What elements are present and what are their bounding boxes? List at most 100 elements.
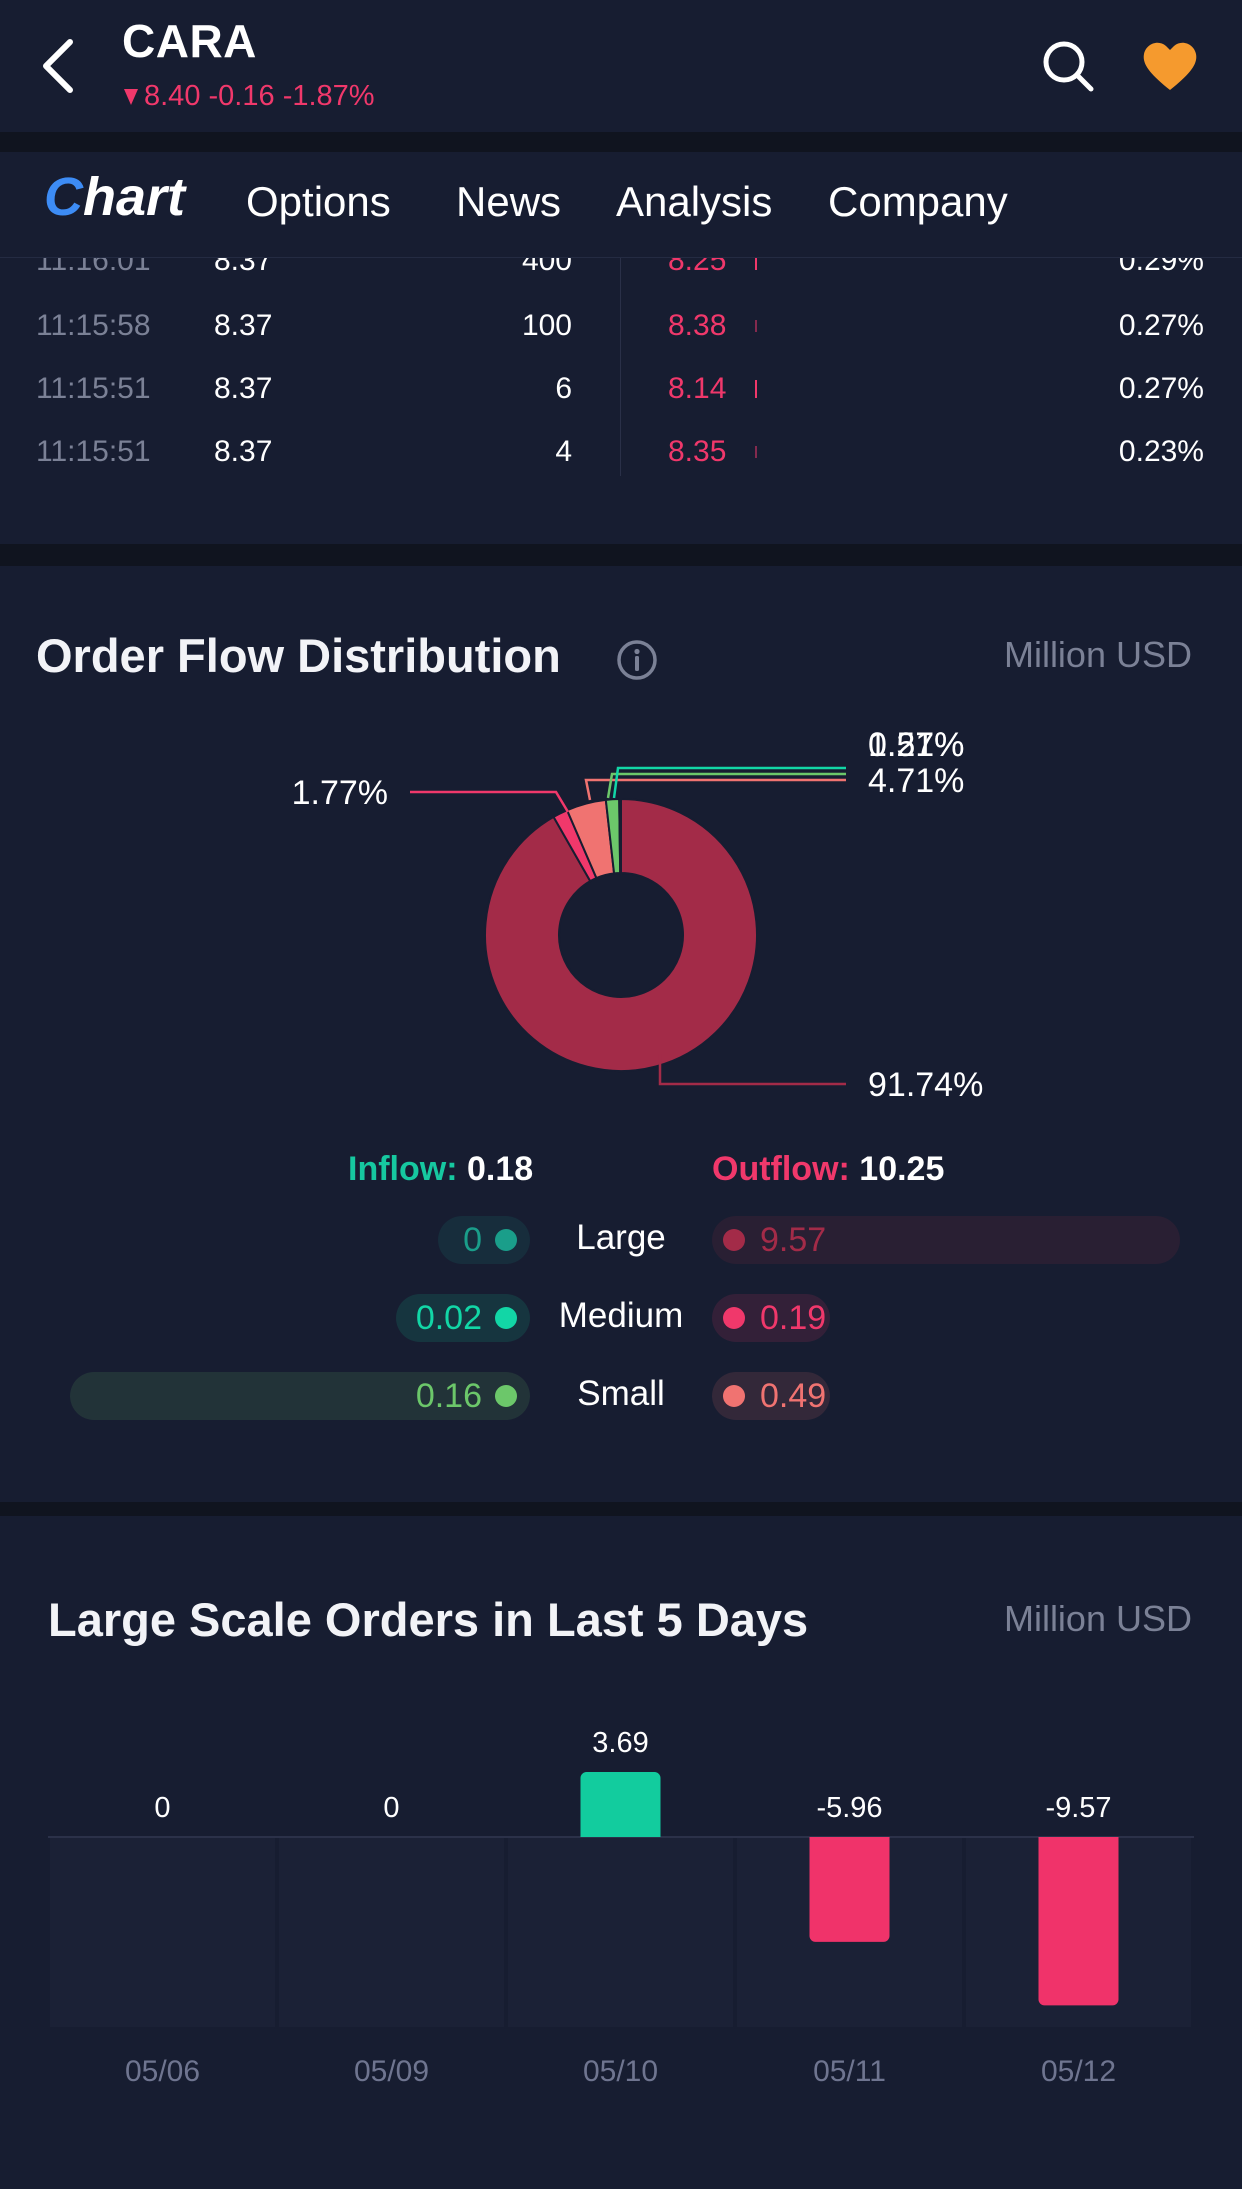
price-change: -0.16: [208, 80, 275, 112]
tab-options[interactable]: Options: [246, 178, 391, 225]
order-flow-donut-chart: 91.74% 1.77% 4.71%1.57%0.21%: [292, 726, 984, 1104]
ticker-symbol: CARA: [122, 15, 257, 67]
trade-level-price: 8.38: [668, 309, 727, 342]
info-icon[interactable]: [616, 639, 658, 681]
trade-volume: 6: [555, 372, 572, 405]
trade-level-pct: 0.27%: [1118, 372, 1204, 405]
flow-category-label: Small: [577, 1374, 665, 1413]
bar-value-label: 0: [154, 1792, 170, 1824]
trade-level-bar: [755, 380, 757, 398]
search-icon[interactable]: [1040, 38, 1096, 94]
trade-time: 11:15:51: [36, 372, 151, 405]
tab-analysis[interactable]: Analysis: [616, 178, 773, 225]
outflow-value-large: 9.57: [760, 1221, 827, 1259]
trade-level-pct: 0.29%: [1118, 258, 1204, 277]
trade-level-price: 8.14: [668, 372, 727, 405]
donut-slice-label: 1.77%: [292, 774, 388, 812]
trade-volume: 4: [555, 435, 572, 468]
bar-05-11: [809, 1837, 890, 1942]
bar-cap: [580, 1829, 661, 1837]
donut-leader-line: [612, 766, 846, 799]
trade-level-price: 8.35: [668, 435, 727, 468]
trade-price: 8.37: [214, 435, 273, 468]
trade-column-divider: [620, 258, 621, 476]
tab-company[interactable]: Company: [828, 178, 1008, 225]
bar-05-10: [580, 1772, 661, 1837]
inflow-value-medium: 0.02: [415, 1299, 482, 1337]
trade-time: 11:15:51: [36, 435, 151, 468]
trade-row: 11:15:51 8.37 4 8.35 0.23%: [0, 427, 1242, 477]
donut-slice: [618, 797, 622, 875]
chevron-left-icon[interactable]: [36, 36, 84, 96]
bar-value-label: 3.69: [592, 1727, 648, 1759]
outflow-summary: Outflow: 10.25: [712, 1150, 945, 1188]
bar-category-label: 05/11: [813, 2055, 886, 2088]
large-orders-section: Large Scale Orders in Last 5 Days Millio…: [0, 1516, 1242, 2189]
trade-level-bar: [755, 320, 757, 332]
flow-category-label: Medium: [558, 1296, 684, 1335]
outflow-bar-large: [712, 1216, 1180, 1264]
donut-leader-line: [584, 778, 846, 801]
inflow-dot: [495, 1307, 517, 1329]
flow-category-label: Large: [576, 1218, 666, 1257]
inflow-value-large: 0: [463, 1221, 482, 1259]
inflow-value-small: 0.16: [415, 1377, 482, 1415]
section-divider: [0, 544, 1242, 566]
trade-level-price: 8.25: [668, 258, 727, 277]
donut-slice: [484, 797, 758, 1072]
app-header: CARA 8.40 -0.16 -1.87%: [0, 0, 1242, 132]
trade-volume: 400: [521, 258, 572, 277]
price-change-pct: -1.87%: [282, 80, 375, 112]
order-flow-title: Order Flow Distribution: [36, 629, 561, 682]
large-orders-unit: Million USD: [1003, 1598, 1192, 1639]
trade-time: 11:16:01: [36, 258, 151, 277]
donut-slice-label: 91.74%: [868, 1066, 983, 1104]
bar-value-label: -5.96: [816, 1792, 882, 1824]
heart-icon[interactable]: [1142, 40, 1198, 92]
bar-category-label: 05/10: [583, 2055, 658, 2088]
bar-column-bg: [279, 1837, 504, 2027]
bar-column-bg: [508, 1837, 733, 2027]
bar-cap: [1038, 1837, 1119, 1845]
trade-price: 8.37: [214, 309, 273, 342]
donut-slice-label: 4.71%: [868, 762, 964, 800]
inflow-summary: Inflow: 0.18: [348, 1150, 534, 1188]
inflow-bar-small: [70, 1372, 530, 1420]
tab-chart[interactable]: Chart: [44, 167, 186, 227]
trade-level-bar: [755, 446, 757, 458]
trade-time: 11:15:58: [36, 309, 151, 342]
down-arrow-icon: [124, 88, 138, 105]
bar-category-label: 05/09: [354, 2055, 429, 2088]
trade-ticks-list[interactable]: 11:16:01 8.37 400 8.25 0.29% 11:15:58 8.…: [0, 258, 1242, 544]
price-quote: 8.40 -0.16 -1.87%: [124, 80, 375, 113]
donut-slice-label: 1.57%: [868, 726, 964, 764]
order-flow-section: Order Flow Distribution Million USD 91.7…: [0, 566, 1242, 1502]
large-orders-title: Large Scale Orders in Last 5 Days: [48, 1593, 809, 1646]
last-price: 8.40: [144, 80, 201, 112]
trade-row: 11:16:01 8.37 400 8.25 0.29%: [0, 258, 1242, 286]
trade-level-pct: 0.23%: [1118, 435, 1204, 468]
tab-bar: Chart Options News Analysis Company: [0, 152, 1242, 258]
tab-news[interactable]: News: [456, 178, 562, 225]
outflow-value-small: 0.49: [760, 1377, 827, 1415]
donut-slice-label: 0.21%: [868, 726, 964, 764]
bar-category-label: 05/06: [125, 2055, 200, 2088]
trade-volume: 100: [521, 309, 572, 342]
donut-leader-line: [606, 772, 846, 799]
outflow-value-medium: 0.19: [760, 1299, 827, 1337]
outflow-dot: [723, 1385, 745, 1407]
bar-cap: [809, 1837, 890, 1845]
trade-price: 8.37: [214, 372, 273, 405]
trade-level-pct: 0.27%: [1118, 309, 1204, 342]
order-flow-unit: Million USD: [1003, 634, 1192, 675]
trade-row: 11:15:51 8.37 6 8.14 0.27%: [0, 364, 1242, 414]
section-divider: [0, 1502, 1242, 1516]
donut-leader-line: [658, 1054, 846, 1086]
outflow-dot: [723, 1229, 745, 1251]
outflow-dot: [723, 1307, 745, 1329]
trade-row: 11:15:58 8.37 100 8.38 0.27%: [0, 301, 1242, 351]
inflow-dot: [495, 1385, 517, 1407]
bar-value-label: 0: [383, 1792, 399, 1824]
bar-05-12: [1038, 1837, 1119, 2006]
bar-value-label: -9.57: [1045, 1792, 1111, 1824]
